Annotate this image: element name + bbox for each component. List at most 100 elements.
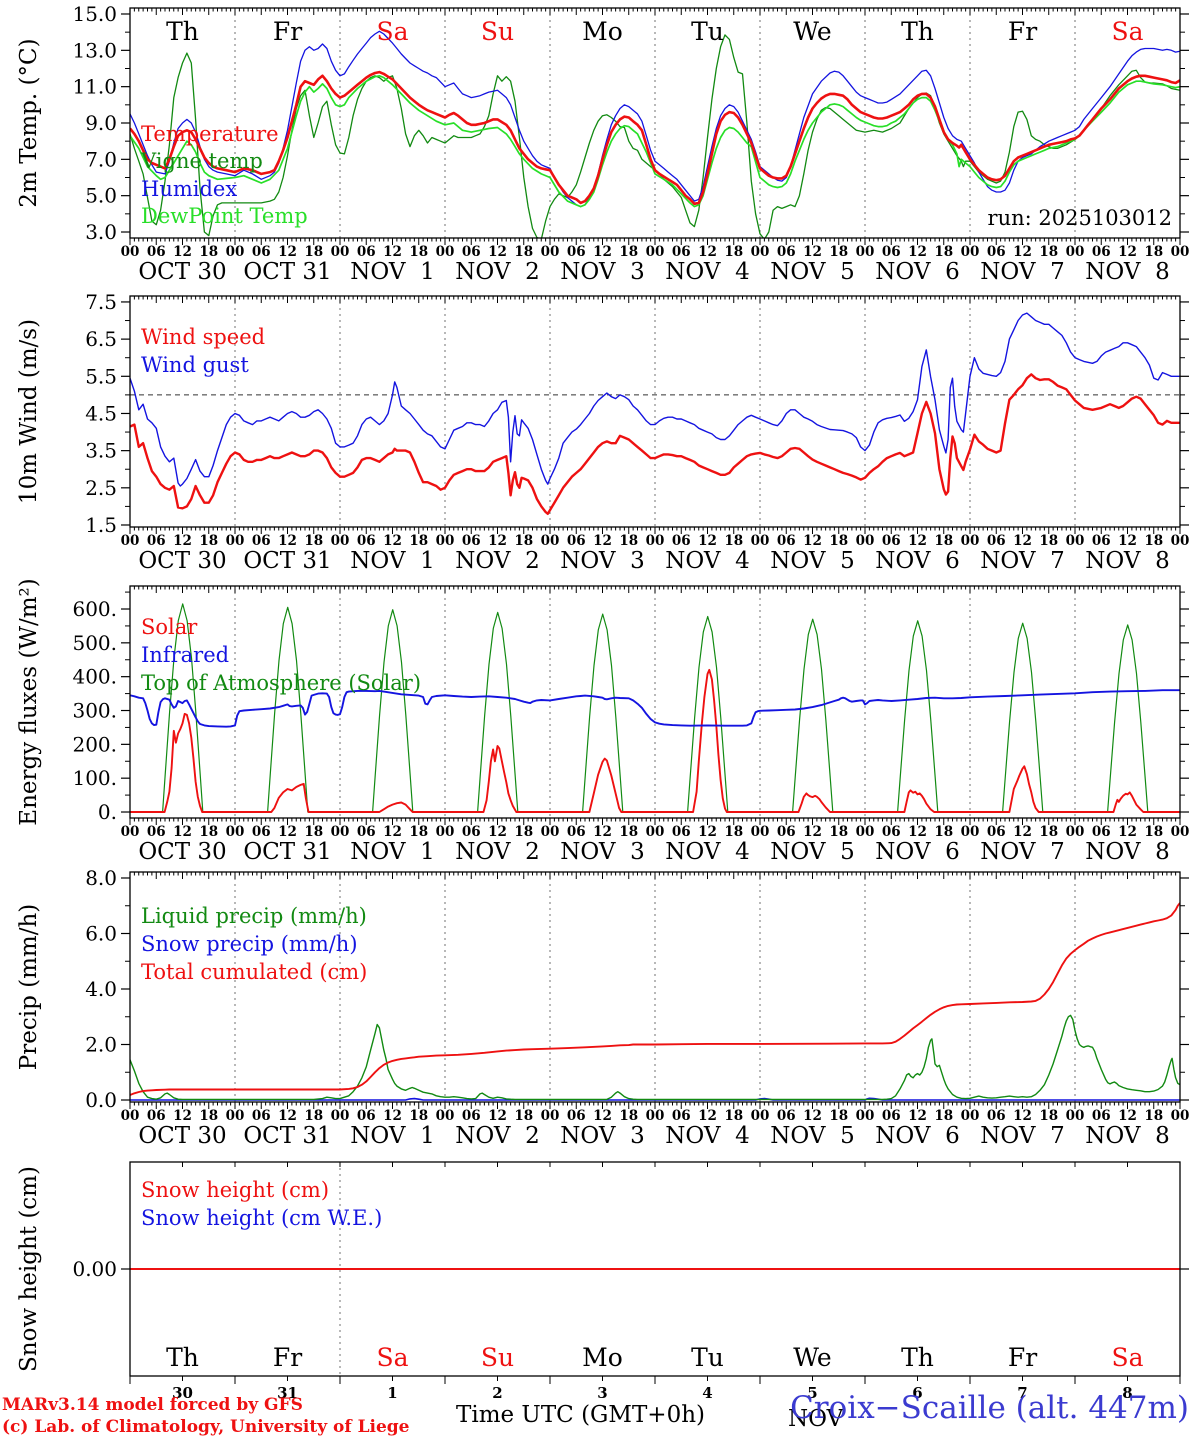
hour-label: 12 bbox=[1118, 533, 1137, 549]
hour-label: 18 bbox=[409, 533, 428, 549]
hour-label: 18 bbox=[724, 824, 743, 840]
legend-humidex: Humidex bbox=[141, 177, 237, 201]
hour-label: 12 bbox=[383, 824, 402, 840]
series-group bbox=[130, 603, 1180, 813]
y-axis-ticks: 0.0 2.0 4.0 6.0 8.0 bbox=[85, 866, 1189, 1112]
day-name-label: Tu bbox=[691, 1343, 724, 1372]
hour-label: 06 bbox=[882, 533, 901, 549]
date-label: NOV 6 bbox=[875, 1123, 959, 1149]
hour-label: 00 bbox=[646, 533, 665, 549]
hour-label: 12 bbox=[908, 533, 927, 549]
hour-label: 18 bbox=[1039, 824, 1058, 840]
hour-label: 06 bbox=[147, 533, 166, 549]
date-label: NOV 6 bbox=[875, 548, 959, 574]
y-tick-label: 6.5 bbox=[85, 327, 117, 351]
date-label: NOV 3 bbox=[560, 548, 644, 574]
hour-label: 00 bbox=[1066, 1108, 1085, 1124]
date-label: OCT 31 bbox=[243, 548, 331, 574]
hour-label: 18 bbox=[934, 1108, 953, 1124]
hour-label: 00 bbox=[226, 824, 245, 840]
hour-label: 00 bbox=[1171, 533, 1190, 549]
hour-label: 06 bbox=[987, 824, 1006, 840]
hour-label: 18 bbox=[1144, 533, 1163, 549]
y-tick-label: 600. bbox=[72, 597, 117, 621]
hour-label: 00 bbox=[226, 533, 245, 549]
hour-label: 18 bbox=[304, 824, 323, 840]
series-group bbox=[130, 312, 1180, 515]
hour-label: 06 bbox=[882, 824, 901, 840]
date-label: NOV 7 bbox=[980, 259, 1064, 285]
hour-label: 12 bbox=[488, 244, 507, 260]
day-name-label: Th bbox=[901, 1343, 934, 1372]
hour-label: 06 bbox=[987, 244, 1006, 260]
hour-label: 00 bbox=[646, 824, 665, 840]
hour-label: 00 bbox=[436, 1108, 455, 1124]
hour-label: 00 bbox=[961, 244, 980, 260]
day-name-label: Th bbox=[901, 17, 934, 46]
date-label: NOV 1 bbox=[350, 1123, 434, 1149]
hour-label: 06 bbox=[147, 1108, 166, 1124]
date-label: NOV 8 bbox=[1085, 839, 1169, 865]
panel-frame bbox=[129, 1161, 1181, 1377]
hour-label: 00 bbox=[541, 824, 560, 840]
hour-label: 00 bbox=[751, 533, 770, 549]
hour-label: 00 bbox=[121, 244, 140, 260]
y-tick-label: 300. bbox=[72, 699, 117, 723]
hour-label: 06 bbox=[462, 824, 481, 840]
hour-label: 00 bbox=[331, 244, 350, 260]
series-solar bbox=[130, 668, 1180, 813]
hour-label: 12 bbox=[488, 1108, 507, 1124]
hour-label: 12 bbox=[1013, 533, 1032, 549]
y-tick-label: 6.0 bbox=[85, 921, 117, 945]
hour-label: 18 bbox=[934, 824, 953, 840]
hour-label: 00 bbox=[1171, 824, 1190, 840]
date-label: NOV 8 bbox=[1085, 1123, 1169, 1149]
legend-wind-gust: Wind gust bbox=[141, 353, 249, 377]
hour-label: 12 bbox=[803, 244, 822, 260]
panel-frame bbox=[129, 295, 1181, 528]
date-label: NOV 3 bbox=[560, 259, 644, 285]
panel-frame bbox=[129, 871, 1181, 1103]
date-label: NOV 4 bbox=[665, 259, 749, 285]
date-label: NOV 6 bbox=[875, 259, 959, 285]
hour-label: 18 bbox=[724, 1108, 743, 1124]
hour-label: 06 bbox=[567, 244, 586, 260]
hour-label: 06 bbox=[1092, 1108, 1111, 1124]
hour-label: 00 bbox=[541, 244, 560, 260]
hour-label: 06 bbox=[252, 533, 271, 549]
date-label: NOV 3 bbox=[560, 839, 644, 865]
y-tick-label: 2.0 bbox=[85, 1033, 117, 1057]
hour-label: 18 bbox=[1144, 824, 1163, 840]
y-axis-ticks: 0. 100. 200. 300. 400. 500. 600. bbox=[72, 591, 1189, 824]
panel-snow-height: 0.00 Snow height (cm) Snow height (cm) Snow… bbox=[16, 1161, 1189, 1402]
panel-frame bbox=[129, 7, 1181, 239]
station-name: Croix−Scaille (alt. 447m) bbox=[790, 1390, 1189, 1426]
hour-label: 18 bbox=[409, 244, 428, 260]
model-credit-line: MARv3.14 model forced by GFS bbox=[2, 1395, 303, 1415]
hour-label: 12 bbox=[698, 244, 717, 260]
date-label: NOV 7 bbox=[980, 548, 1064, 574]
hour-label: 00 bbox=[961, 824, 980, 840]
hour-label: 12 bbox=[698, 1108, 717, 1124]
hour-label: 06 bbox=[567, 533, 586, 549]
hour-label: 06 bbox=[777, 1108, 796, 1124]
hour-label: 06 bbox=[462, 244, 481, 260]
hour-label: 18 bbox=[1039, 533, 1058, 549]
y-tick-label: 0.00 bbox=[72, 1257, 117, 1281]
date-label: NOV 7 bbox=[980, 839, 1064, 865]
y-tick-label: 500. bbox=[72, 631, 117, 655]
hour-label: 06 bbox=[987, 533, 1006, 549]
hour-label: 18 bbox=[829, 824, 848, 840]
hour-label: 12 bbox=[1118, 1108, 1137, 1124]
hour-label: 18 bbox=[514, 824, 533, 840]
day-number-label: 7 bbox=[1017, 1384, 1027, 1402]
date-label: OCT 30 bbox=[138, 259, 226, 285]
y-tick-label: 400. bbox=[72, 665, 117, 689]
hour-label: 12 bbox=[593, 244, 612, 260]
panel-10m-wind: 1.5 2.5 3.5 4.5 5.5 6.5 7.5 10m Wind (m/s) Wind … bbox=[16, 290, 1189, 574]
hour-label: 06 bbox=[672, 1108, 691, 1124]
hour-label: 06 bbox=[357, 1108, 376, 1124]
date-label: NOV 1 bbox=[350, 839, 434, 865]
date-label: NOV 2 bbox=[455, 259, 539, 285]
hour-label: 06 bbox=[672, 824, 691, 840]
